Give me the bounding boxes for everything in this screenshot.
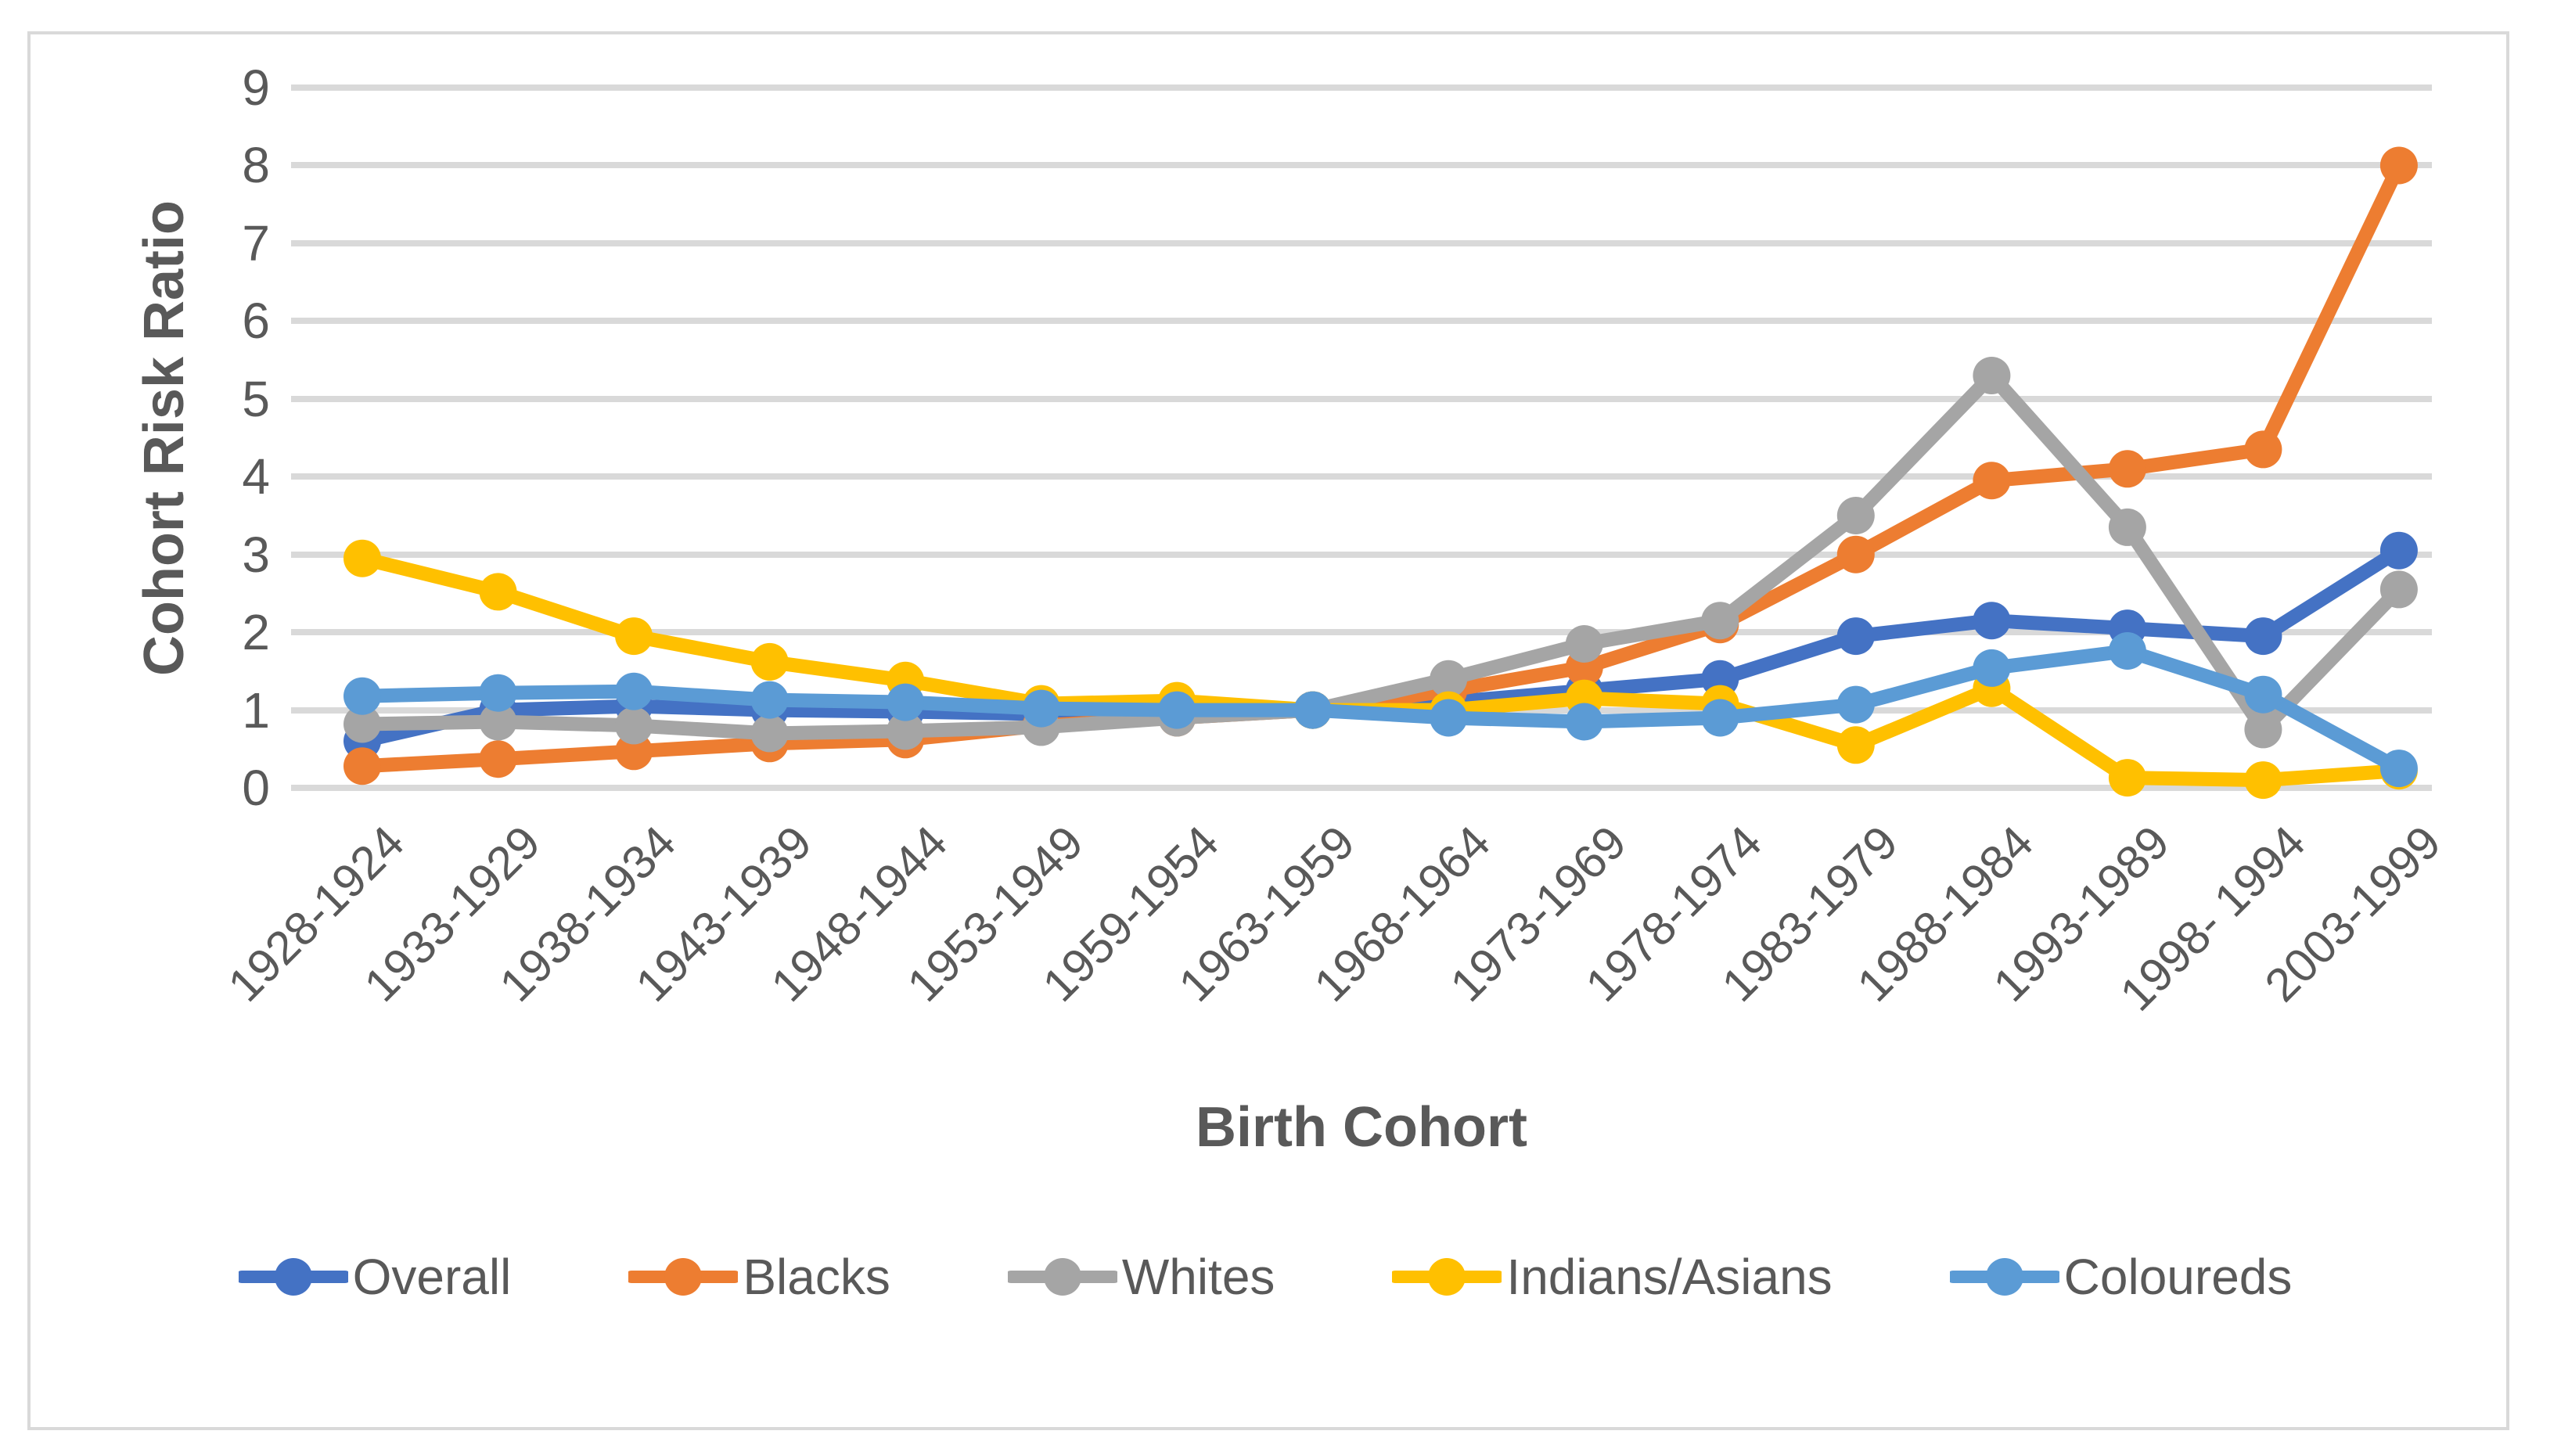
series-marker (750, 681, 789, 719)
series-marker (1973, 602, 2011, 640)
series-marker (1701, 699, 1739, 737)
legend-item-label: Whites (1121, 1249, 1275, 1305)
gridline-y-3 (291, 551, 2432, 558)
legend-item-label: Indians/Asians (1506, 1249, 1833, 1305)
series-marker (1293, 691, 1332, 729)
x-axis-title: Birth Cohort (1196, 1096, 1527, 1159)
legend-line-marker-icon (1949, 1258, 2059, 1296)
series-marker (344, 677, 381, 715)
legend-item-label: Coloureds (2063, 1249, 2293, 1305)
series-marker (1022, 689, 1060, 728)
gridline-y-2 (291, 629, 2432, 636)
series-marker (1836, 535, 1875, 573)
gridline-y-7 (291, 239, 2432, 246)
series-line-whites (355, 368, 2406, 741)
series-marker (479, 674, 517, 712)
series-marker (615, 706, 653, 745)
series-marker (1430, 660, 1468, 698)
series-marker (2244, 617, 2282, 656)
legend-item-coloureds: Coloureds (1949, 1248, 2293, 1306)
series-marker (1836, 497, 1875, 534)
y-tick-label-5: 5 (242, 370, 270, 427)
series-marker (1158, 691, 1196, 729)
series-marker (2379, 146, 2418, 185)
legend-line-marker-icon (628, 1258, 739, 1296)
y-tick-label-1: 1 (242, 681, 270, 739)
legend-line-marker-icon (238, 1258, 348, 1296)
series-marker (750, 714, 789, 753)
gridline-y-5 (291, 395, 2432, 402)
series-marker (2379, 750, 2418, 788)
series-marker (2379, 531, 2418, 570)
series-marker (615, 732, 653, 771)
figure-frame (27, 31, 2509, 1430)
gridline-y-8 (291, 162, 2432, 169)
y-tick-label-8: 8 (242, 137, 270, 194)
series-marker (479, 573, 517, 611)
legend-line-marker-icon (1007, 1258, 1117, 1296)
series-marker (615, 672, 653, 710)
gridline-y-9 (291, 84, 2432, 92)
series-marker (1430, 699, 1468, 737)
legend-item-label: Overall (352, 1249, 512, 1305)
legend-item-overall: Overall (238, 1248, 512, 1306)
series-marker (887, 712, 925, 750)
series-marker (344, 705, 381, 743)
series-marker (1973, 649, 2011, 687)
series-marker (2244, 430, 2282, 469)
series-marker (1565, 625, 1603, 663)
series-line-blacks (355, 158, 2406, 774)
series-marker (615, 617, 653, 656)
legend: Overall Blacks Whites Indians/Asians Coloure… (27, 1248, 2503, 1306)
y-tick-label-4: 4 (242, 448, 270, 505)
series-marker (2108, 450, 2146, 488)
series-marker (1836, 617, 1875, 656)
series-marker (887, 683, 925, 721)
series-marker (2108, 508, 2146, 546)
gridline-y-0 (291, 785, 2432, 791)
gridline-y-6 (291, 318, 2432, 325)
legend-item-indians-asians: Indians/Asians (1392, 1248, 1833, 1306)
series-marker (1565, 703, 1603, 741)
series-marker (1836, 726, 1875, 764)
series-marker (2379, 570, 2418, 609)
series-marker (344, 747, 381, 786)
series-marker (1701, 602, 1739, 640)
series-marker (1973, 462, 2011, 500)
series-marker (479, 740, 517, 778)
series-marker (344, 539, 381, 577)
series-line-coloureds (355, 644, 2406, 776)
series-marker (2244, 675, 2282, 714)
y-tick-label-2: 2 (242, 604, 270, 661)
gridline-y-4 (291, 473, 2432, 480)
y-tick-label-9: 9 (242, 59, 270, 117)
series-marker (479, 703, 517, 741)
series-marker (1973, 357, 2011, 394)
series-marker (2108, 632, 2146, 670)
legend-item-whites: Whites (1007, 1248, 1275, 1306)
series-marker (2244, 761, 2282, 800)
series-marker (2108, 759, 2146, 797)
y-tick-label-7: 7 (242, 214, 270, 271)
y-tick-label-3: 3 (242, 526, 270, 583)
y-tick-label-6: 6 (242, 293, 270, 350)
y-tick-label-0: 0 (242, 760, 270, 816)
series-marker (1836, 685, 1875, 724)
legend-line-marker-icon (1392, 1258, 1502, 1296)
legend-item-blacks: Blacks (628, 1248, 890, 1306)
legend-item-label: Blacks (743, 1249, 890, 1305)
series-marker (750, 642, 789, 681)
series-marker (2244, 710, 2282, 749)
